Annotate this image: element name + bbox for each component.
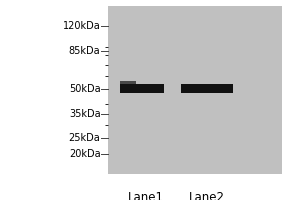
Text: 25kDa: 25kDa [69,133,100,143]
Text: 120kDa: 120kDa [63,21,100,31]
Text: Lane1: Lane1 [128,191,164,200]
Text: Lane2: Lane2 [189,191,225,200]
Text: 50kDa: 50kDa [69,84,100,94]
Text: 85kDa: 85kDa [69,46,100,56]
Text: 35kDa: 35kDa [69,109,100,119]
Text: 20kDa: 20kDa [69,149,100,159]
